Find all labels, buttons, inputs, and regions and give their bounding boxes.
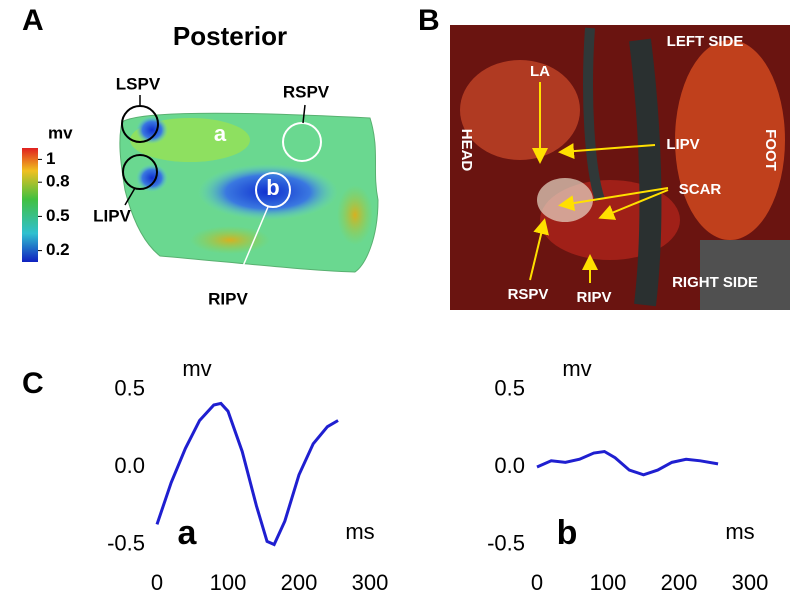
x-tick-label: 300 bbox=[732, 570, 769, 595]
photo-label: RIPV bbox=[576, 289, 611, 306]
photo-region bbox=[700, 240, 790, 310]
colorbar-tick-label: 0.2 bbox=[46, 240, 70, 259]
x-axis-label: ms bbox=[725, 519, 754, 544]
photo-label: FOOT bbox=[762, 129, 779, 171]
panel-label: C bbox=[22, 367, 44, 400]
pv-circle bbox=[255, 172, 291, 208]
photo-label: LA bbox=[530, 63, 550, 80]
arrow bbox=[558, 143, 656, 160]
photo-region bbox=[583, 27, 605, 202]
map-region bbox=[337, 185, 373, 245]
pv-label: LSPV bbox=[116, 74, 161, 93]
pv-label: RIPV bbox=[208, 289, 248, 308]
pv-label: LIPV bbox=[93, 206, 131, 225]
x-tick-label: 200 bbox=[281, 570, 318, 595]
photo-label: LIPV bbox=[666, 136, 699, 153]
colorbar-tick-label: 0.5 bbox=[46, 206, 70, 225]
leader bbox=[302, 104, 306, 124]
panel-label: B bbox=[418, 4, 440, 37]
colorbar-tick-label: 1 bbox=[46, 149, 55, 168]
x-axis-label: ms bbox=[345, 519, 374, 544]
arrow bbox=[558, 187, 669, 211]
site-label: a bbox=[214, 121, 227, 146]
photo-label: SCAR bbox=[679, 181, 722, 198]
y-tick-label: 0.0 bbox=[114, 453, 145, 478]
photo-region bbox=[629, 38, 662, 307]
y-tick-label: 0.5 bbox=[114, 375, 145, 400]
annotation: b bbox=[557, 514, 578, 552]
line bbox=[155, 401, 339, 547]
x-tick-label: 200 bbox=[661, 570, 698, 595]
y-axis-label: mv bbox=[562, 356, 591, 381]
panel-label: A bbox=[22, 4, 44, 37]
arrows bbox=[529, 82, 669, 283]
arrow bbox=[598, 189, 669, 220]
photo-label: LEFT SIDE bbox=[667, 33, 744, 50]
colorbar bbox=[22, 148, 38, 262]
colorbar-tick-label: 0.8 bbox=[46, 172, 70, 191]
line bbox=[536, 449, 719, 477]
x-tick-label: 0 bbox=[531, 570, 543, 595]
pv-circle bbox=[282, 122, 322, 162]
y-tick-label: -0.5 bbox=[107, 530, 145, 555]
y-tick-label: 0.5 bbox=[494, 375, 525, 400]
map-region bbox=[190, 226, 270, 254]
photo-label: HEAD bbox=[458, 129, 475, 172]
pv-label: RSPV bbox=[283, 82, 330, 101]
map-region bbox=[136, 116, 168, 144]
photo-region bbox=[460, 60, 580, 160]
leader bbox=[234, 206, 269, 286]
panel-title: Posterior bbox=[173, 21, 287, 51]
arrow bbox=[529, 218, 549, 281]
photo-region bbox=[675, 40, 785, 240]
annotation: a bbox=[178, 514, 198, 552]
colorbar-label: mv bbox=[48, 123, 73, 142]
y-tick-label: -0.5 bbox=[487, 530, 525, 555]
x-tick-label: 0 bbox=[151, 570, 163, 595]
photo-label: RIGHT SIDE bbox=[672, 274, 758, 291]
x-tick-label: 100 bbox=[590, 570, 627, 595]
photo-label: RSPV bbox=[508, 286, 549, 303]
x-tick-label: 300 bbox=[352, 570, 389, 595]
y-axis-label: mv bbox=[182, 356, 211, 381]
map-region bbox=[198, 164, 338, 220]
x-tick-label: 100 bbox=[210, 570, 247, 595]
map-region bbox=[136, 164, 168, 192]
pv-circle bbox=[122, 154, 158, 190]
leader bbox=[124, 187, 136, 206]
site-label: b bbox=[266, 175, 279, 200]
photo-region bbox=[537, 178, 593, 222]
y-tick-label: 0.0 bbox=[494, 453, 525, 478]
